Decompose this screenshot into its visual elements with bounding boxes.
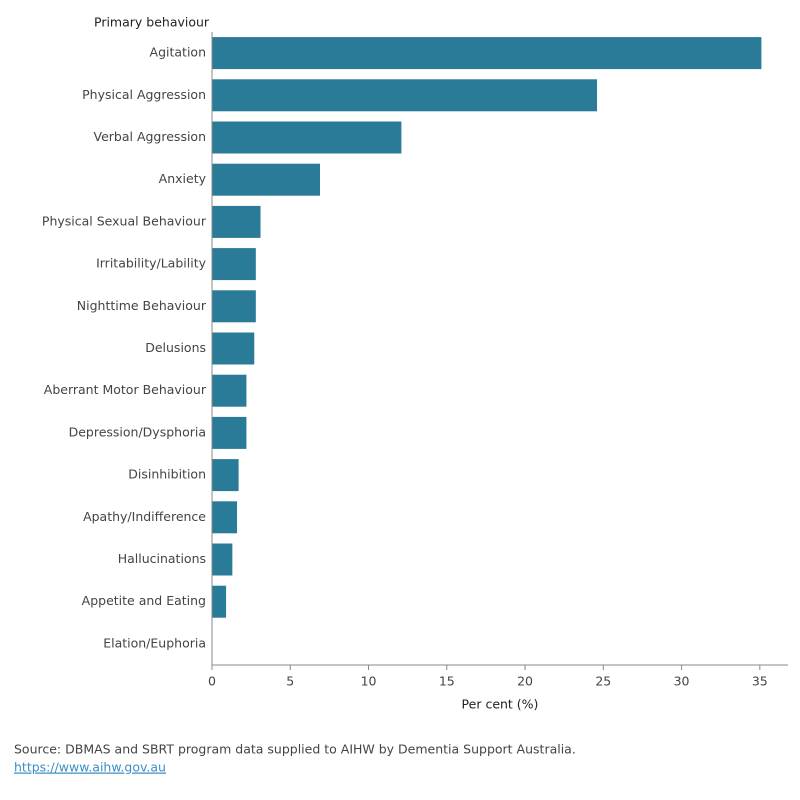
x-tick-label: 20 <box>517 674 533 689</box>
y-tick-label: Disinhibition <box>128 467 206 482</box>
bar <box>212 205 261 238</box>
bar <box>212 37 762 70</box>
y-tick-label: Nighttime Behaviour <box>77 298 207 313</box>
source-link[interactable]: https://www.aihw.gov.au <box>14 760 166 775</box>
x-tick-label: 25 <box>595 674 611 689</box>
y-tick-label: Apathy/Indifference <box>83 509 206 524</box>
bar <box>212 332 255 365</box>
x-axis-title: Per cent (%) <box>462 697 539 712</box>
bar <box>212 248 256 281</box>
y-tick-label: Irritability/Lability <box>96 256 207 271</box>
bar <box>212 416 247 449</box>
bar <box>212 79 598 112</box>
bar <box>212 501 238 534</box>
y-tick-label: Verbal Aggression <box>94 129 207 144</box>
bar <box>212 163 320 196</box>
x-tick-label: 15 <box>439 674 455 689</box>
y-tick-label: Aberrant Motor Behaviour <box>44 382 207 397</box>
y-tick-label: Appetite and Eating <box>82 593 206 608</box>
x-tick-label: 30 <box>674 674 690 689</box>
source-note: Source: DBMAS and SBRT program data supp… <box>14 742 576 757</box>
y-axis-title: Primary behaviour <box>94 15 210 30</box>
bar <box>212 459 239 492</box>
bar <box>212 543 233 576</box>
x-tick-label: 10 <box>361 674 377 689</box>
x-tick-label: 35 <box>752 674 768 689</box>
y-tick-label: Physical Aggression <box>82 87 206 102</box>
x-tick-label: 5 <box>286 674 294 689</box>
y-tick-label: Anxiety <box>159 171 207 186</box>
x-tick-label: 0 <box>208 674 216 689</box>
y-tick-label: Depression/Dysphoria <box>69 424 206 439</box>
bar <box>212 290 256 323</box>
bar <box>212 121 402 154</box>
y-tick-label: Elation/Euphoria <box>103 635 206 650</box>
bar <box>212 585 227 618</box>
bar <box>212 374 247 407</box>
y-tick-label: Hallucinations <box>118 551 206 566</box>
y-tick-label: Delusions <box>145 340 206 355</box>
y-tick-label: Physical Sexual Behaviour <box>42 213 207 228</box>
y-tick-label: Agitation <box>150 45 206 60</box>
